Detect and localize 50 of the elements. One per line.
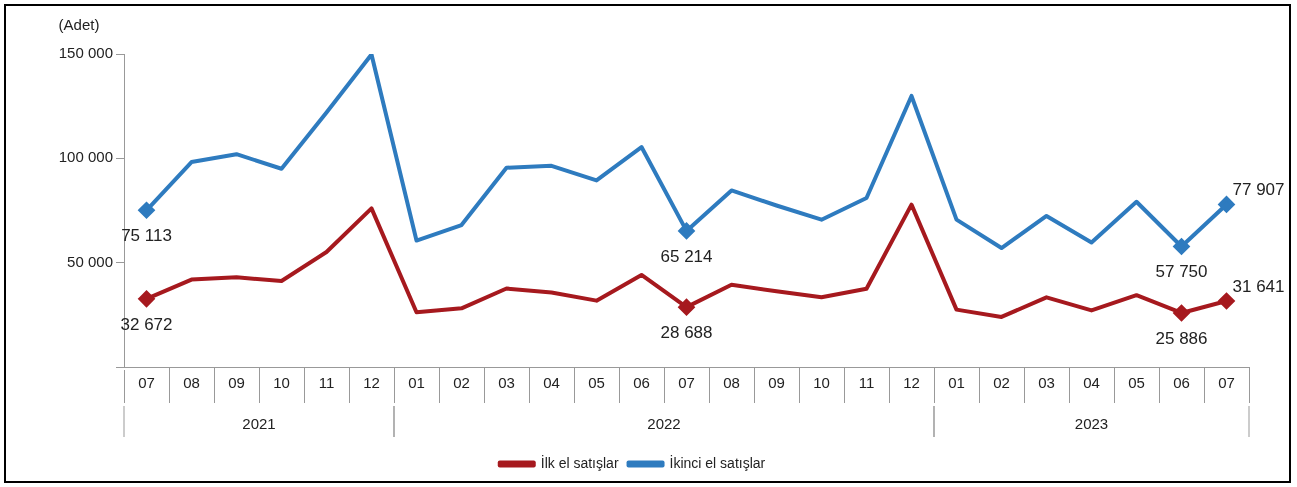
data-label: 25 886 — [1155, 328, 1208, 348]
point — [138, 202, 155, 219]
legend-label: İkinci el satışlar — [669, 453, 766, 471]
point — [138, 290, 155, 307]
point — [1218, 292, 1235, 309]
x-tick-label: 01 — [408, 374, 425, 392]
x-tick-label: 08 — [723, 374, 740, 392]
text: 2021 — [242, 415, 276, 433]
x-tick-label: 07 — [678, 374, 695, 392]
y-tick-label: 150 000 — [58, 44, 113, 62]
x-tick-label: 04 — [543, 374, 560, 392]
x-tick-label: 12 — [903, 374, 920, 392]
text: 2023 — [1074, 415, 1109, 433]
legend-label: İlk el satışlar — [540, 453, 619, 471]
point — [1218, 196, 1235, 213]
x-tick-label: 07 — [1218, 374, 1235, 392]
y-tick-label: 50 000 — [67, 252, 113, 270]
y-axis-title: (Adet) — [58, 16, 100, 34]
x-tick-label: 04 — [1083, 374, 1100, 392]
x-tick-label: 12 — [363, 374, 380, 392]
x-tick-label: 06 — [633, 374, 650, 392]
x-tick-label: 02 — [993, 374, 1010, 392]
x-tick-label: 10 — [813, 374, 830, 392]
x-tick-label: 03 — [498, 374, 515, 392]
x-tick-label: 10 — [273, 374, 290, 392]
x-tick-label: 11 — [858, 374, 875, 392]
data-label: 32 672 — [120, 314, 173, 334]
text: 2022 — [647, 415, 681, 433]
x-tick-label: 09 — [228, 374, 245, 392]
data-label: 75 113 — [121, 225, 172, 245]
x-tick-label: 01 — [948, 374, 965, 392]
point — [678, 222, 695, 239]
x-tick-label: 06 — [1173, 374, 1190, 392]
data-label: 31 641 — [1232, 276, 1285, 296]
data-label: 65 214 — [660, 246, 713, 266]
data-label: 57 750 — [1155, 262, 1208, 282]
data-label: 28 688 — [660, 322, 713, 342]
point — [1173, 238, 1190, 255]
x-tick-label: 07 — [138, 374, 155, 392]
point — [1173, 304, 1190, 321]
x-tick-label: 03 — [1038, 374, 1055, 392]
y-tick-label: 100 000 — [58, 148, 113, 166]
data-label: 77 907 — [1232, 180, 1285, 200]
x-tick-label: 05 — [1128, 374, 1145, 392]
point — [678, 299, 695, 316]
x-tick-label: 05 — [588, 374, 605, 392]
x-tick-label: 09 — [768, 374, 785, 392]
x-tick-label: 08 — [183, 374, 200, 392]
x-tick-label: 11 — [318, 374, 335, 392]
x-tick-label: 02 — [453, 374, 470, 392]
